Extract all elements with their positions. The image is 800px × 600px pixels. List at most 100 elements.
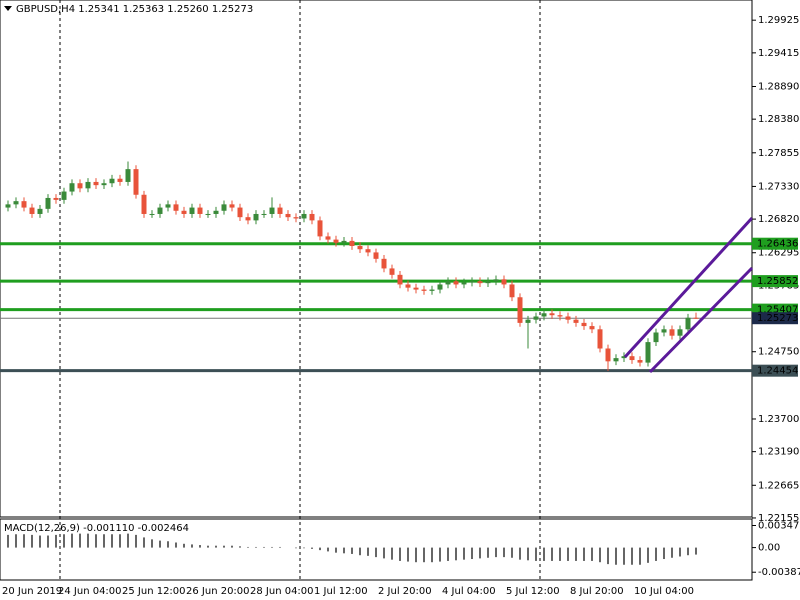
candle-body [5, 204, 11, 208]
y-tick-label: 1.23190 [758, 447, 799, 458]
candle-body [173, 204, 179, 211]
candle-body [557, 315, 563, 317]
x-tick-label: 8 Jul 20:00 [570, 586, 624, 597]
candle-body [141, 194, 147, 214]
candle-body [453, 281, 459, 285]
y-tick-label: 1.27330 [758, 181, 799, 192]
candle-body [421, 289, 427, 291]
candle-body [69, 183, 75, 192]
level-label: 1.24454 [757, 366, 798, 377]
y-tick-label: 1.29925 [758, 15, 799, 26]
chart-title: GBPUSD,H4 1.25341 1.25363 1.25260 1.2527… [16, 4, 253, 15]
candle-body [85, 181, 91, 189]
candle-body [501, 279, 507, 285]
candle-body [149, 213, 155, 215]
candle-body [661, 329, 667, 333]
candle-body [605, 348, 611, 362]
menu-arrow[interactable] [4, 6, 12, 11]
x-tick-label: 10 Jul 04:00 [634, 586, 694, 597]
candle-body [389, 268, 395, 275]
x-tick-label: 4 Jul 04:00 [442, 586, 496, 597]
candle-body [397, 274, 403, 285]
candle-body [373, 252, 379, 259]
macd-title: MACD(12,26,9) -0.001110 -0.002464 [4, 523, 189, 534]
y-tick-label: 1.29415 [758, 48, 799, 59]
candle-body [549, 313, 555, 316]
candle-body [125, 169, 131, 182]
candle-body [309, 213, 315, 221]
candle-body [61, 191, 67, 200]
last-price-label: 1.25273 [757, 313, 798, 324]
channel-line [623, 216, 754, 359]
x-tick-label: 24 Jun 04:00 [58, 586, 122, 597]
candle-body [525, 319, 531, 323]
x-tick-label: 2 Jul 20:00 [378, 586, 432, 597]
candle-body [365, 249, 371, 253]
candle-body [325, 236, 331, 240]
candle-body [589, 326, 595, 330]
candle-body [613, 358, 619, 362]
candle-body [229, 204, 235, 208]
candle-body [341, 240, 347, 243]
candle-body [357, 246, 363, 250]
x-tick-label: 26 Jun 20:00 [186, 586, 250, 597]
candle-body [517, 297, 523, 323]
candle-body [669, 329, 675, 336]
candle-body [269, 207, 275, 214]
x-tick-label: 28 Jun 04:00 [250, 586, 314, 597]
candle-body [213, 210, 219, 214]
candle-body [653, 332, 659, 343]
y-tick-label: 0.00 [758, 543, 780, 554]
candle-body [429, 289, 435, 291]
x-tick-label: 5 Jul 12:00 [506, 586, 560, 597]
candle-body [413, 287, 419, 290]
candle-body [197, 207, 203, 214]
level-label-box [752, 275, 798, 288]
candle-body [133, 169, 139, 195]
candle-body [29, 207, 35, 214]
candle-body [317, 220, 323, 237]
y-tick-label: 1.22665 [758, 480, 799, 491]
candle-body [541, 313, 547, 317]
y-tick-label: 1.24750 [758, 347, 799, 358]
candle-body [677, 329, 683, 336]
y-tick-label: 1.22155 [758, 513, 799, 524]
level-label-box [752, 364, 798, 377]
candle-body [13, 201, 19, 205]
candle-body [117, 178, 123, 182]
candle-body [109, 178, 115, 184]
candle-body [645, 342, 651, 363]
candle-body [485, 281, 491, 284]
candle-body [477, 281, 483, 284]
candle-body [493, 279, 499, 282]
candle-body [621, 356, 627, 359]
candle-body [245, 217, 251, 221]
candle-body [205, 213, 211, 215]
candle-body [237, 207, 243, 218]
candle-body [293, 217, 299, 219]
candle-body [461, 282, 467, 285]
channel-line [648, 266, 754, 374]
candle-body [437, 284, 443, 290]
candle-body [53, 197, 59, 200]
candle-body [157, 207, 163, 214]
candle-body [45, 197, 51, 209]
y-tick-label: 1.27855 [758, 148, 799, 159]
last-price-box [752, 312, 798, 325]
candle-body [565, 316, 571, 320]
candle-body [573, 319, 579, 323]
level-label-box [752, 237, 798, 250]
y-tick-label: -0.003875 [758, 567, 800, 578]
candle-body [597, 329, 603, 349]
level-label: 1.25852 [757, 276, 798, 287]
level-label: 1.25407 [757, 305, 798, 316]
candle-body [445, 281, 451, 285]
candle-body [221, 204, 227, 211]
candle-body [685, 317, 691, 330]
candle-body [101, 183, 107, 186]
candle-body [405, 284, 411, 288]
candle-body [301, 213, 307, 219]
candle-body [277, 207, 283, 214]
candle-body [93, 181, 99, 186]
